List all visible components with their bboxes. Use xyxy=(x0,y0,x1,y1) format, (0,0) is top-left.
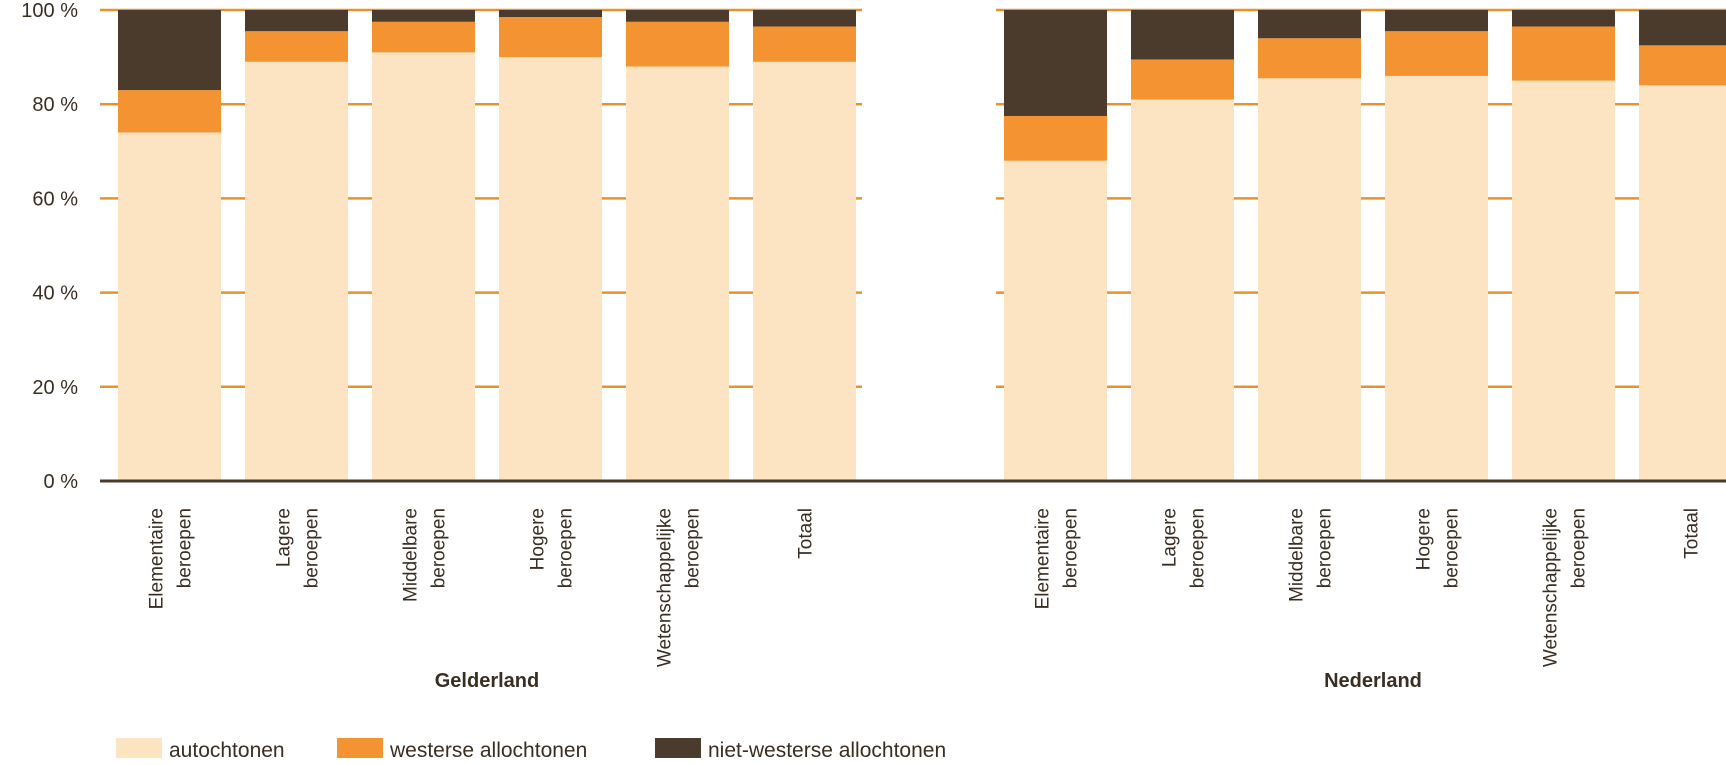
category-label: beroepen xyxy=(1442,508,1463,588)
category-label: Middelbare xyxy=(401,508,422,602)
bar-gelderland-2-autochtonen xyxy=(245,61,348,482)
bar-nederland-5-westerse-allochtonen xyxy=(1512,26,1615,81)
bar-nederland-2-niet-westerse-allochtonen xyxy=(1131,10,1234,60)
category-label: Totaal xyxy=(796,508,817,559)
bar-nederland-6-westerse-allochtonen xyxy=(1639,45,1726,86)
bar-gelderland-6-westerse-allochtonen xyxy=(753,26,856,62)
bar-nederland-5-autochtonen xyxy=(1512,80,1615,482)
category-label: beroepen xyxy=(556,508,577,588)
bar-nederland-1-westerse-allochtonen xyxy=(1004,115,1107,161)
bar-gelderland-3-niet-westerse-allochtonen xyxy=(372,10,475,22)
bar-nederland-3-niet-westerse-allochtonen xyxy=(1258,10,1361,39)
category-label: Wetenschappelijke xyxy=(1541,508,1562,667)
bar-gelderland-5-westerse-allochtonen xyxy=(626,21,729,67)
y-tick-label: 80 % xyxy=(32,94,78,116)
bar-nederland-6-niet-westerse-allochtonen xyxy=(1639,10,1726,46)
y-tick-label: 60 % xyxy=(32,188,78,210)
bar-gelderland-1-autochtonen xyxy=(118,132,221,481)
category-label: Lagere xyxy=(274,508,295,567)
bar-nederland-4-autochtonen xyxy=(1385,75,1488,481)
bar-gelderland-6-niet-westerse-allochtonen xyxy=(753,10,856,27)
bar-gelderland-4-niet-westerse-allochtonen xyxy=(499,10,602,18)
group-label: Gelderland xyxy=(435,670,539,692)
bar-gelderland-1-niet-westerse-allochtonen xyxy=(118,10,221,91)
legend-label: westerse allochtonen xyxy=(389,739,587,762)
bar-gelderland-5-niet-westerse-allochtonen xyxy=(626,10,729,22)
category-label: Elementaire xyxy=(147,508,168,609)
category-label: Lagere xyxy=(1160,508,1181,567)
y-tick-label: 20 % xyxy=(32,377,78,399)
bar-gelderland-4-autochtonen xyxy=(499,57,602,481)
legend-swatch xyxy=(116,738,162,758)
y-tick-label: 0 % xyxy=(44,471,79,493)
category-label: Hogere xyxy=(1414,508,1435,570)
category-label: beroepen xyxy=(1569,508,1590,588)
category-label: Elementaire xyxy=(1033,508,1054,609)
bar-nederland-1-niet-westerse-allochtonen xyxy=(1004,10,1107,116)
bar-nederland-4-westerse-allochtonen xyxy=(1385,31,1488,76)
bar-gelderland-2-niet-westerse-allochtonen xyxy=(245,10,348,32)
bar-nederland-6-autochtonen xyxy=(1639,85,1726,482)
category-label: beroepen xyxy=(683,508,704,588)
bar-gelderland-6-autochtonen xyxy=(753,61,856,482)
bar-gelderland-2-westerse-allochtonen xyxy=(245,31,348,62)
bar-nederland-4-niet-westerse-allochtonen xyxy=(1385,10,1488,32)
legend-label: niet-westerse allochtonen xyxy=(708,739,946,762)
bar-nederland-3-westerse-allochtonen xyxy=(1258,38,1361,79)
bar-gelderland-4-westerse-allochtonen xyxy=(499,17,602,58)
bar-nederland-5-niet-westerse-allochtonen xyxy=(1512,10,1615,27)
category-label: beroepen xyxy=(302,508,323,588)
bar-nederland-2-autochtonen xyxy=(1131,99,1234,482)
legend-swatch xyxy=(655,738,701,758)
bar-nederland-2-westerse-allochtonen xyxy=(1131,59,1234,100)
y-tick-label: 40 % xyxy=(32,283,78,305)
y-tick-label: 100 % xyxy=(21,0,78,22)
legend-label: autochtonen xyxy=(169,739,285,762)
bar-gelderland-3-autochtonen xyxy=(372,52,475,481)
bar-nederland-1-autochtonen xyxy=(1004,160,1107,481)
bar-gelderland-3-westerse-allochtonen xyxy=(372,21,475,53)
group-label: Nederland xyxy=(1324,670,1422,692)
category-label: Totaal xyxy=(1682,508,1703,559)
category-label: Hogere xyxy=(528,508,549,570)
category-label: beroepen xyxy=(429,508,450,588)
category-label: beroepen xyxy=(1188,508,1209,588)
category-label: Wetenschappelijke xyxy=(655,508,676,667)
category-label: beroepen xyxy=(1315,508,1336,588)
bar-gelderland-1-westerse-allochtonen xyxy=(118,90,221,133)
legend-swatch xyxy=(337,738,383,758)
bar-nederland-3-autochtonen xyxy=(1258,78,1361,482)
category-label: beroepen xyxy=(1061,508,1082,588)
category-label: beroepen xyxy=(175,508,196,588)
bar-gelderland-5-autochtonen xyxy=(626,66,729,482)
category-label: Middelbare xyxy=(1287,508,1308,602)
